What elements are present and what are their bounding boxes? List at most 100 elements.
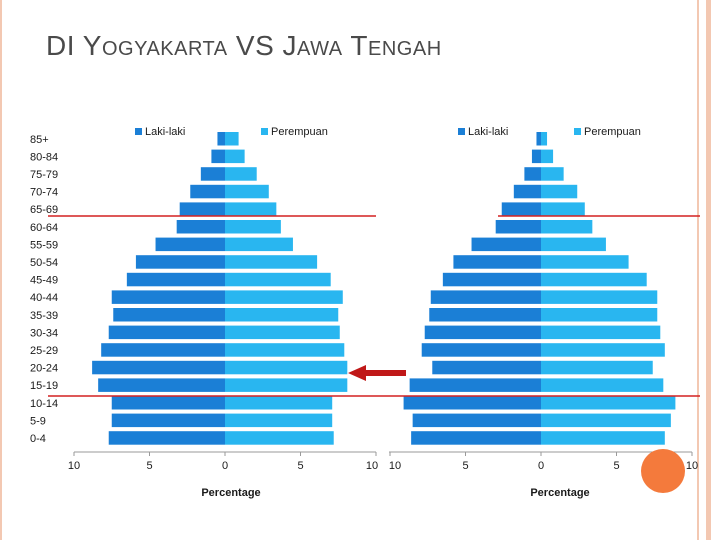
age-group-label: 85+ <box>30 134 49 146</box>
bar-female <box>225 202 277 216</box>
x-tick-label: 10 <box>686 460 698 472</box>
bar-female <box>541 360 653 375</box>
bar-female <box>225 132 239 146</box>
title-part: VS <box>227 30 283 61</box>
bar-male <box>126 272 225 287</box>
bar-male <box>403 396 541 410</box>
x-tick-label: 5 <box>297 460 303 472</box>
bar-female <box>225 220 281 234</box>
bar-male <box>217 132 225 146</box>
bar-female <box>225 360 348 375</box>
bar-male <box>92 360 226 375</box>
age-group-label: 35-39 <box>30 310 58 322</box>
bar-female <box>225 325 340 340</box>
bar-male <box>113 308 225 322</box>
age-group-label: 70-74 <box>30 187 58 199</box>
bar-female <box>225 378 348 392</box>
title-part: J <box>282 30 298 61</box>
age-group-label: 15-19 <box>30 380 58 392</box>
annotation-arrow-head <box>348 365 366 381</box>
bar-male <box>429 308 541 322</box>
legend-swatch-male <box>135 128 142 135</box>
title-part: AWA <box>297 38 343 60</box>
bar-male <box>453 255 541 269</box>
bar-male <box>211 149 225 164</box>
bar-female <box>225 184 269 199</box>
x-tick-label: 10 <box>68 460 80 472</box>
age-group-label: 5-9 <box>30 415 46 427</box>
bar-male <box>411 431 541 445</box>
bar-female <box>225 167 257 181</box>
bar-male <box>108 325 225 340</box>
bar-male <box>531 149 541 164</box>
bar-male <box>190 184 225 199</box>
x-tick-label: 5 <box>613 460 619 472</box>
bar-male <box>442 272 541 287</box>
slide-title: DI YOGYAKARTA VS JAWA TENGAH <box>46 30 442 62</box>
legend-label-female: Perempuan <box>271 126 328 138</box>
bar-female <box>541 431 665 445</box>
x-tick-label: 10 <box>366 460 378 472</box>
age-group-label: 55-59 <box>30 239 58 251</box>
bar-male <box>155 237 225 252</box>
bar-male <box>430 290 541 304</box>
bar-male <box>111 413 225 428</box>
bar-female <box>541 184 578 199</box>
bar-male <box>101 343 225 357</box>
age-group-label: 50-54 <box>30 257 58 269</box>
bar-female <box>225 431 334 445</box>
bar-male <box>501 202 541 216</box>
legend-label-male: Laki-laki <box>468 126 508 138</box>
bar-male <box>495 220 541 234</box>
bar-male <box>111 290 225 304</box>
x-tick-label: 0 <box>538 460 544 472</box>
bar-female <box>541 132 548 146</box>
bar-female <box>225 290 343 304</box>
bar-female <box>225 343 345 357</box>
bar-male <box>200 167 225 181</box>
x-axis-title: Percentage <box>530 487 589 499</box>
bar-male <box>111 396 225 410</box>
bar-male <box>412 413 541 428</box>
bar-female <box>541 308 658 322</box>
bar-female <box>225 413 333 428</box>
bar-male <box>471 237 541 252</box>
bar-female <box>541 396 676 410</box>
bar-male <box>421 343 541 357</box>
bar-female <box>541 325 661 340</box>
age-group-label: 45-49 <box>30 275 58 287</box>
bar-female <box>225 272 331 287</box>
bar-female <box>541 272 647 287</box>
legend-swatch-female <box>261 128 268 135</box>
bar-female <box>541 255 629 269</box>
bar-female <box>225 396 333 410</box>
legend-swatch-male <box>458 128 465 135</box>
right-edge-decoration-inner <box>706 0 711 540</box>
legend-label-male: Laki-laki <box>145 126 185 138</box>
bar-male <box>524 167 541 181</box>
bar-male <box>424 325 541 340</box>
bar-male <box>135 255 225 269</box>
title-part: ENGAH <box>368 38 442 60</box>
x-axis-title: Percentage <box>201 487 260 499</box>
bar-male <box>513 184 541 199</box>
age-group-label: 60-64 <box>30 222 58 234</box>
age-group-label: 10-14 <box>30 398 58 410</box>
bar-male <box>409 378 541 392</box>
age-group-label: 40-44 <box>30 292 58 304</box>
bar-female <box>225 149 245 164</box>
age-group-label: 30-34 <box>30 327 58 339</box>
bar-male <box>179 202 225 216</box>
age-group-label: 65-69 <box>30 204 58 216</box>
bar-male <box>98 378 225 392</box>
bar-male <box>536 132 541 146</box>
x-tick-label: 5 <box>462 460 468 472</box>
bar-male <box>108 431 225 445</box>
age-group-label: 25-29 <box>30 345 58 357</box>
title-part: DI <box>46 30 83 61</box>
bar-female <box>225 237 293 252</box>
bar-male <box>176 220 225 234</box>
bar-female <box>541 202 585 216</box>
age-group-label: 0-4 <box>30 433 46 445</box>
